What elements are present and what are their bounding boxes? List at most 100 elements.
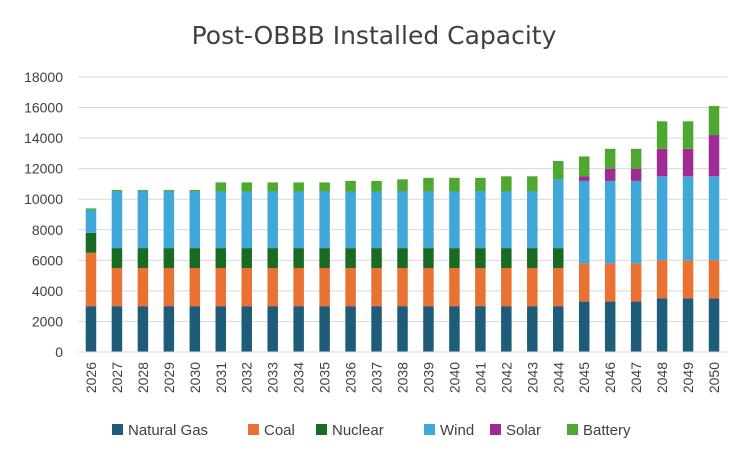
bar-solar-2045 [578, 176, 590, 181]
bar-wind-2031 [215, 191, 227, 249]
legend-swatch [248, 424, 259, 435]
bar-natural-gas-2046 [604, 301, 616, 352]
legend-item-wind: Wind [424, 422, 474, 439]
bar-stack-2028 [137, 190, 149, 352]
bar-coal-2047 [630, 263, 642, 302]
x-tick-label: 2047 [628, 362, 644, 393]
bar-natural-gas-2028 [137, 306, 149, 352]
bar-stack-2045 [578, 156, 590, 352]
x-tick-label: 2034 [291, 362, 307, 393]
bar-natural-gas-2037 [371, 306, 382, 352]
bar-natural-gas-2035 [319, 306, 330, 352]
bar-nuclear-2027 [111, 248, 123, 268]
bar-battery-2041 [475, 177, 486, 192]
bar-battery-2033 [267, 182, 278, 192]
bar-stack-2050 [708, 106, 720, 352]
bar-battery-2030 [189, 190, 201, 192]
bar-stack-2047 [630, 148, 642, 352]
bar-battery-2027 [111, 190, 123, 192]
bars [85, 106, 720, 352]
bar-natural-gas-2041 [475, 306, 486, 352]
x-tick-label: 2026 [83, 362, 99, 393]
bar-battery-2029 [163, 190, 175, 192]
bar-coal-2048 [656, 260, 668, 299]
bar-nuclear-2039 [423, 248, 434, 268]
bar-natural-gas-2050 [708, 298, 720, 352]
bar-nuclear-2031 [215, 248, 227, 268]
bar-battery-2042 [501, 176, 512, 192]
bar-coal-2049 [682, 260, 694, 299]
bar-coal-2027 [111, 267, 123, 307]
bar-natural-gas-2031 [215, 306, 227, 352]
bar-coal-2028 [137, 267, 149, 307]
bar-nuclear-2043 [527, 248, 538, 268]
bar-battery-2034 [293, 182, 304, 192]
bar-battery-2048 [656, 121, 668, 149]
bar-wind-2029 [163, 191, 175, 249]
bar-natural-gas-2048 [656, 298, 668, 352]
bar-battery-2043 [527, 176, 538, 192]
bar-wind-2026 [85, 209, 97, 233]
bar-solar-2050 [708, 135, 720, 177]
bar-wind-2046 [604, 180, 616, 264]
bar-battery-2044 [553, 161, 564, 180]
bar-coal-2035 [319, 267, 330, 307]
bar-natural-gas-2030 [189, 306, 201, 352]
bar-battery-2032 [241, 182, 252, 192]
bar-coal-2039 [423, 267, 434, 307]
legend-label: Wind [440, 422, 474, 439]
bar-coal-2026 [85, 252, 97, 307]
x-tick-label: 2044 [550, 362, 566, 393]
bar-coal-2032 [241, 267, 252, 307]
bar-nuclear-2035 [319, 248, 330, 268]
legend-swatch [316, 424, 327, 435]
bar-coal-2042 [501, 267, 512, 307]
bar-coal-2043 [527, 267, 538, 307]
bar-coal-2037 [371, 267, 382, 307]
bar-coal-2044 [553, 267, 564, 307]
legend-swatch [567, 424, 578, 435]
bar-coal-2031 [215, 267, 227, 307]
bar-coal-2046 [604, 263, 616, 302]
y-tick-label: 10000 [24, 191, 63, 207]
bar-wind-2050 [708, 176, 720, 261]
bar-solar-2047 [630, 168, 642, 181]
bar-wind-2041 [475, 191, 486, 249]
x-tick-label: 2046 [602, 362, 618, 393]
bar-stack-2043 [527, 176, 538, 352]
bar-stack-2048 [656, 121, 668, 352]
x-tick-label: 2037 [369, 362, 385, 393]
legend-label: Natural Gas [128, 422, 208, 439]
bar-battery-2039 [423, 177, 434, 192]
y-tick-label: 14000 [24, 130, 63, 146]
x-tick-label: 2042 [498, 362, 514, 393]
bar-stack-2036 [345, 180, 356, 352]
bar-stack-2033 [267, 182, 278, 352]
bar-stack-2044 [553, 161, 564, 352]
bar-stack-2037 [371, 180, 382, 352]
legend-item-nuclear: Nuclear [316, 422, 384, 439]
bar-coal-2050 [708, 260, 720, 299]
bar-battery-2046 [604, 148, 616, 169]
bar-nuclear-2032 [241, 248, 252, 268]
bar-natural-gas-2039 [423, 306, 434, 352]
bar-nuclear-2038 [397, 248, 408, 268]
bar-nuclear-2030 [189, 248, 201, 268]
bar-nuclear-2036 [345, 248, 356, 268]
x-tick-label: 2030 [187, 362, 203, 393]
bar-wind-2028 [137, 191, 149, 249]
bar-stack-2042 [501, 176, 512, 352]
bar-natural-gas-2033 [267, 306, 278, 352]
legend-label: Solar [506, 422, 541, 439]
bar-natural-gas-2038 [397, 306, 408, 352]
bar-nuclear-2026 [85, 232, 97, 253]
bar-natural-gas-2027 [111, 306, 123, 352]
bar-battery-2047 [630, 148, 642, 169]
bar-natural-gas-2049 [682, 298, 694, 352]
y-tick-label: 18000 [24, 69, 63, 85]
bar-coal-2030 [189, 267, 201, 307]
y-tick-label: 12000 [24, 161, 63, 177]
bar-natural-gas-2043 [527, 306, 538, 352]
